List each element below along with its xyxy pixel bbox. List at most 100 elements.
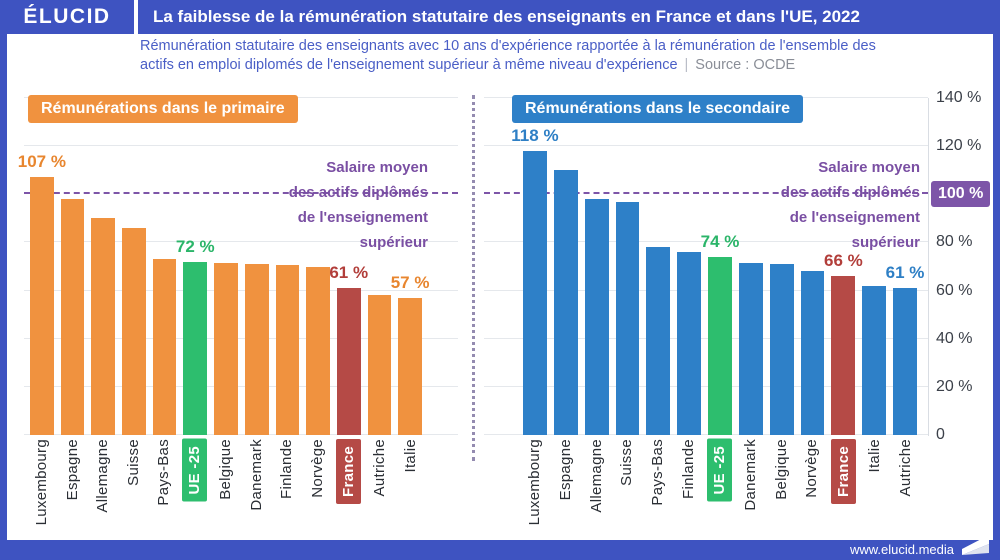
source-separator: | bbox=[684, 57, 689, 73]
bar-column-Danemark bbox=[244, 98, 269, 435]
x-label-Italie: Italie bbox=[866, 439, 884, 473]
bar-Allemagne bbox=[584, 199, 609, 435]
bar-column-Italie: 57 % bbox=[391, 98, 429, 435]
x-label-column-Norvège: Norvège bbox=[306, 439, 329, 539]
bar-column-UE -25: 74 % bbox=[701, 98, 739, 435]
elucid-flag-icon bbox=[962, 535, 989, 555]
bar-Norvège bbox=[800, 271, 825, 435]
bar-column-Finlande bbox=[677, 98, 702, 435]
bar-column-Autriche bbox=[367, 98, 392, 435]
bar-column-Allemagne bbox=[91, 98, 116, 435]
footer: www.elucid.media bbox=[0, 535, 1000, 560]
x-label-column-Luxembourg: Luxembourg bbox=[523, 439, 547, 539]
bar-column-UE -25: 72 % bbox=[176, 98, 215, 435]
chart-secondaire-bars: 118 % 74 % 66 % 61 % bbox=[511, 98, 924, 435]
value-label-UE -25: 74 % bbox=[700, 231, 740, 251]
x-label-Luxembourg: Luxembourg bbox=[526, 439, 544, 526]
x-label-column-Suisse: Suisse bbox=[121, 439, 144, 539]
bar-Autriche bbox=[893, 288, 917, 435]
reference-line-100 bbox=[24, 192, 458, 195]
bar-column-Danemark bbox=[738, 98, 763, 435]
bar-Suisse bbox=[122, 228, 146, 435]
x-label-column-Italie: Italie bbox=[399, 439, 422, 539]
x-label-Espagne: Espagne bbox=[63, 439, 81, 501]
x-label-Finlande: Finlande bbox=[679, 439, 697, 499]
x-label-column-Finlande: Finlande bbox=[275, 439, 298, 539]
website-link[interactable]: www.elucid.media bbox=[849, 542, 954, 557]
chart-primaire-bars: 107 % 72 % 61 % 57 % bbox=[18, 98, 429, 435]
x-label-UE -25: UE -25 bbox=[182, 439, 208, 502]
reference-annotation: Salaire moyen des actifs diplômés de l'e… bbox=[288, 159, 428, 251]
y-tick-20: 20 % bbox=[936, 377, 973, 395]
charts-area: Rémunérations dans le primaire Salaire m… bbox=[0, 84, 1000, 540]
bar-column-France: 61 % bbox=[329, 98, 368, 435]
bar-Luxembourg bbox=[30, 177, 54, 435]
gridline-60 bbox=[24, 289, 458, 291]
x-label-Suisse: Suisse bbox=[124, 439, 142, 486]
x-label-column-Pays-Bas: Pays-Bas bbox=[152, 439, 175, 539]
bar-Danemark bbox=[244, 264, 269, 435]
gridline-0 bbox=[24, 434, 458, 435]
x-label-column-Allemagne: Allemagne bbox=[584, 439, 608, 539]
x-label-Pays-Bas: Pays-Bas bbox=[155, 439, 173, 506]
bar-Belgique bbox=[214, 262, 238, 435]
bar-column-Allemagne bbox=[584, 98, 609, 435]
x-label-Norvège: Norvège bbox=[803, 439, 821, 498]
x-label-column-Luxembourg: Luxembourg bbox=[30, 439, 53, 539]
x-label-column-Autriche: Autriche bbox=[893, 439, 917, 539]
bar-UE -25 bbox=[183, 261, 208, 435]
bar-Allemagne bbox=[91, 218, 116, 435]
gridline-60 bbox=[484, 289, 928, 291]
x-label-column-France: France bbox=[830, 439, 856, 539]
bar-column-Pays-Bas bbox=[646, 98, 671, 435]
x-label-Espagne: Espagne bbox=[556, 439, 574, 501]
bar-column-Autriche: 61 % bbox=[886, 98, 924, 435]
x-label-France: France bbox=[336, 439, 362, 504]
elucid-logo: ÉLUCID bbox=[0, 0, 134, 34]
bar-Belgique bbox=[769, 264, 794, 435]
y-tick-100: 100 % bbox=[931, 181, 991, 208]
chart-secondaire-title-badge: Rémunérations dans le secondaire bbox=[512, 95, 803, 123]
x-label-Allemagne: Allemagne bbox=[94, 439, 112, 513]
y-axis-line bbox=[928, 98, 929, 436]
value-label-Italie: 57 % bbox=[390, 272, 430, 292]
source-label: Source : OCDE bbox=[695, 57, 796, 73]
value-label-Luxembourg: 118 % bbox=[511, 125, 559, 145]
page-title: La faiblesse de la rémunération statutai… bbox=[138, 0, 1000, 34]
x-label-column-Autriche: Autriche bbox=[368, 439, 391, 539]
chart-primaire-plot: Salaire moyen des actifs diplômés de l'e… bbox=[18, 97, 458, 435]
bar-Danemark bbox=[738, 262, 763, 435]
bar-Espagne bbox=[553, 170, 578, 435]
bar-Autriche bbox=[367, 295, 392, 435]
bar-column-Espagne bbox=[553, 98, 578, 435]
chart-secondaire-plot: Salaire moyen des actifs diplômés de l'e… bbox=[484, 97, 928, 435]
gridline-40 bbox=[484, 337, 928, 339]
x-label-UE -25: UE -25 bbox=[706, 439, 732, 502]
y-axis: 140 % 120 % 100 % 80 % 60 % 40 % 20 % 0 bbox=[931, 89, 994, 443]
chart-primaire-x-labels: Luxembourg Espagne Allemagne Suisse Pays-Bas… bbox=[30, 439, 422, 539]
bar-column-Luxembourg: 107 % bbox=[18, 98, 66, 435]
bar-column-Norvège bbox=[306, 98, 330, 435]
chart-secondaire: Rémunérations dans le secondaire Salaire… bbox=[484, 84, 928, 540]
x-label-Belgique: Belgique bbox=[772, 439, 790, 500]
header: ÉLUCID La faiblesse de la rémunération s… bbox=[0, 0, 1000, 34]
x-label-Finlande: Finlande bbox=[278, 439, 296, 499]
bar-Finlande bbox=[677, 252, 702, 435]
bar-Pays-Bas bbox=[646, 247, 671, 435]
bar-Norvège bbox=[306, 266, 330, 435]
bar-Italie bbox=[862, 285, 887, 435]
bar-column-France: 66 % bbox=[824, 98, 863, 435]
bar-column-Suisse bbox=[615, 98, 640, 435]
y-tick-80: 80 % bbox=[936, 233, 973, 251]
header-divider bbox=[134, 0, 138, 34]
gridline-20 bbox=[24, 385, 458, 387]
value-label-France: 66 % bbox=[823, 251, 863, 271]
bar-Pays-Bas bbox=[152, 259, 177, 435]
right-border bbox=[993, 0, 1000, 560]
bar-column-Belgique bbox=[214, 98, 238, 435]
value-label-France: 61 % bbox=[329, 263, 369, 283]
x-label-column-UE -25: UE -25 bbox=[706, 439, 732, 539]
gridline-120 bbox=[24, 145, 458, 147]
x-label-column-France: France bbox=[336, 439, 362, 539]
value-label-Luxembourg: 107 % bbox=[17, 152, 66, 172]
